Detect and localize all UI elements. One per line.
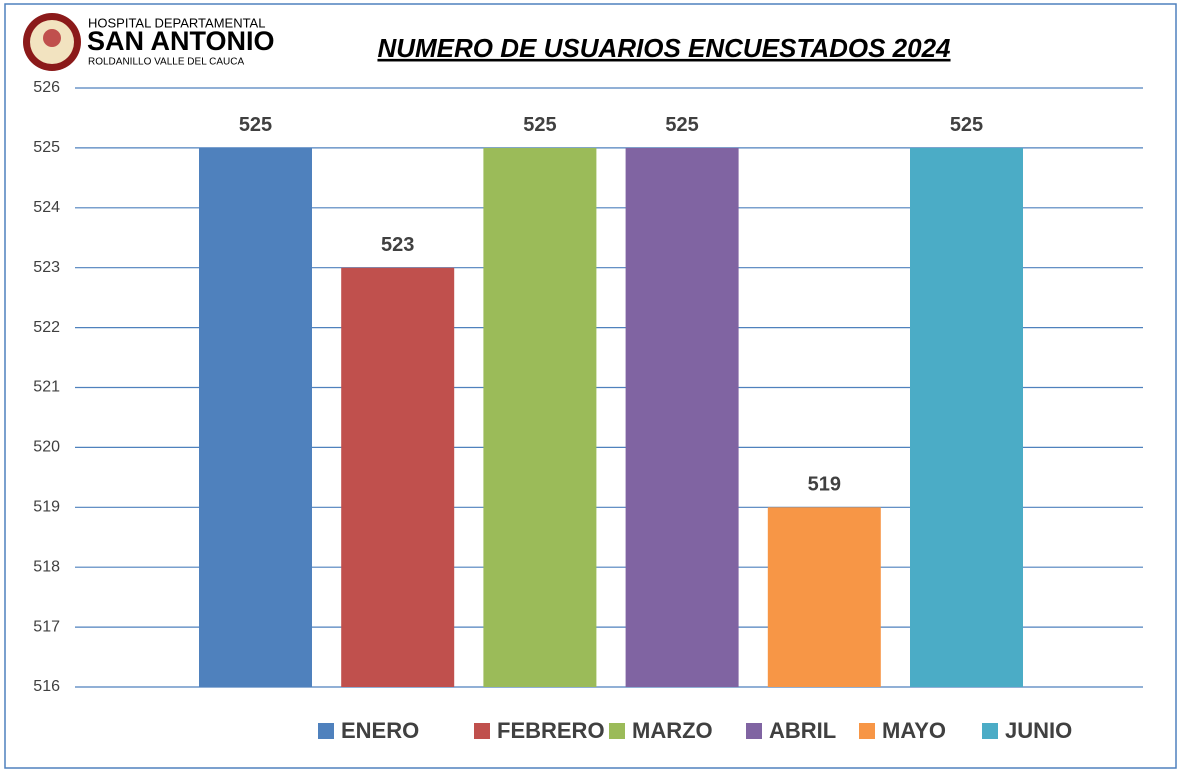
y-tick-label: 517 (33, 618, 60, 635)
data-label: 525 (950, 114, 983, 136)
data-label: 525 (665, 114, 698, 136)
legend-swatch (859, 723, 875, 739)
bar (625, 147, 739, 687)
y-tick-label: 525 (33, 139, 60, 156)
bar (483, 147, 597, 687)
legend-swatch (318, 723, 334, 739)
chart-title: NUMERO DE USUARIOS ENCUESTADOS 2024 (377, 33, 951, 63)
y-tick-label: 526 (33, 79, 60, 96)
y-tick-label: 518 (33, 558, 60, 575)
logo (23, 13, 81, 71)
data-label: 525 (239, 114, 272, 136)
y-tick-label: 519 (33, 499, 60, 516)
y-tick-label: 522 (33, 319, 60, 336)
legend-label: ABRIL (769, 718, 836, 743)
data-label: 525 (523, 114, 556, 136)
data-label: 523 (381, 234, 414, 256)
legend-label: JUNIO (1005, 718, 1072, 743)
logo-line3: ROLDANILLO VALLE DEL CAUCA (88, 57, 244, 68)
data-label: 519 (808, 474, 841, 496)
legend-swatch (609, 723, 625, 739)
legend-label: ENERO (341, 718, 419, 743)
legend-label: FEBRERO (497, 718, 605, 743)
bar (767, 507, 881, 687)
logo-line2: SAN ANTONIO (87, 26, 275, 56)
legend-label: MARZO (632, 718, 713, 743)
legend-label: MAYO (882, 718, 946, 743)
bar (199, 147, 312, 687)
y-tick-label: 521 (33, 379, 60, 396)
y-tick-label: 516 (33, 678, 60, 695)
legend-swatch (474, 723, 490, 739)
bar (341, 267, 455, 687)
legend-swatch (746, 723, 762, 739)
bar (910, 147, 1023, 687)
logo-figure (43, 29, 61, 47)
logo-line1: HOSPITAL DEPARTAMENTAL (88, 15, 265, 30)
legend-swatch (982, 723, 998, 739)
y-tick-label: 520 (33, 439, 60, 456)
y-tick-label: 524 (33, 199, 60, 216)
y-tick-label: 523 (33, 259, 60, 276)
